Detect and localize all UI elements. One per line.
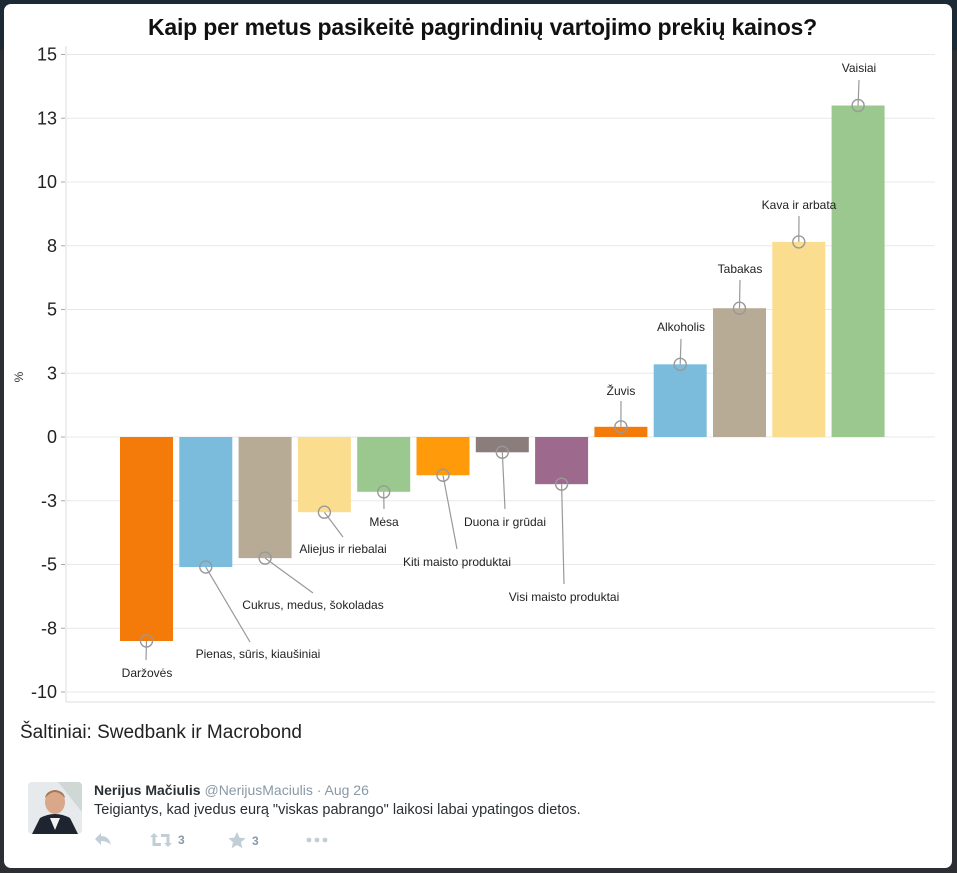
bar-label: Mėsa bbox=[369, 515, 399, 529]
favorite-button[interactable]: 3 bbox=[228, 832, 259, 849]
bar bbox=[772, 241, 826, 437]
bar bbox=[831, 105, 885, 437]
bar bbox=[535, 437, 589, 485]
annotation-marker bbox=[258, 551, 272, 565]
bar-label: Daržovės bbox=[122, 666, 173, 680]
retweet-button[interactable]: 3 bbox=[150, 832, 185, 848]
bar-label: Visi maisto produktai bbox=[509, 590, 620, 604]
annotation-marker bbox=[554, 477, 569, 491]
annotation-marker bbox=[614, 420, 628, 434]
annotation-marker bbox=[732, 301, 747, 315]
bar bbox=[179, 437, 233, 568]
annotation-marker bbox=[139, 634, 154, 648]
annotation-marker bbox=[792, 235, 806, 249]
bar bbox=[475, 437, 529, 453]
y-tick-label: 8 bbox=[47, 236, 57, 256]
y-tick-label: 3 bbox=[47, 363, 57, 383]
bar-label: Kiti maisto produktai bbox=[403, 555, 511, 569]
y-tick-label: 13 bbox=[37, 108, 57, 128]
bar-label: Duona ir grūdai bbox=[464, 515, 546, 529]
y-tick-label: 0 bbox=[47, 427, 57, 447]
chart-source: Šaltiniai: Swedbank ir Macrobond bbox=[20, 722, 302, 743]
favorite-star-icon bbox=[228, 832, 246, 849]
annotation-leader-line bbox=[442, 475, 458, 550]
bar-label: Cukrus, medus, šokoladas bbox=[242, 598, 383, 612]
bar-label: Aliejus ir riebalai bbox=[299, 542, 386, 556]
bar-label: Pienas, sūris, kiaušiniai bbox=[196, 647, 321, 661]
bar-label: Alkoholis bbox=[657, 320, 705, 334]
tweet-date[interactable]: Aug 26 bbox=[324, 782, 369, 798]
reply-button[interactable] bbox=[94, 832, 112, 846]
annotation-marker bbox=[495, 445, 509, 459]
reply-icon bbox=[95, 833, 111, 845]
y-tick-label: 5 bbox=[47, 300, 57, 320]
author-name[interactable]: Nerijus Mačiulis bbox=[94, 782, 201, 798]
y-tick-label: -3 bbox=[41, 491, 57, 511]
y-tick-label: 10 bbox=[37, 172, 57, 192]
annotation-leader-line bbox=[323, 511, 344, 538]
media-card: 15 13 10 8 5 3 0 -3 -5 -8 -10 Daržovės Pienas, sūri… bbox=[4, 4, 952, 868]
annotation-marker bbox=[377, 485, 391, 499]
tweet-text: Teigiantys, kad įvedus eurą "viskas pabr… bbox=[94, 802, 581, 818]
bar bbox=[297, 437, 351, 513]
bar bbox=[120, 437, 173, 641]
bar bbox=[653, 364, 707, 437]
y-axis-label: % bbox=[12, 371, 26, 382]
bar-label: Kava ir arbata bbox=[762, 198, 837, 212]
bar-label: Žuvis bbox=[607, 383, 636, 398]
bar bbox=[357, 437, 411, 492]
author-handle[interactable]: @NerijusMaciulis bbox=[204, 782, 313, 798]
tweet: Nerijus Mačiulis @NerijusMaciulis · Aug … bbox=[28, 780, 928, 860]
annotation-leader-line bbox=[561, 484, 565, 585]
annotation-marker bbox=[851, 98, 865, 113]
annotation-marker bbox=[673, 357, 687, 372]
bar bbox=[713, 308, 766, 437]
y-tick-label: 15 bbox=[37, 45, 57, 65]
annotation-leader-line bbox=[501, 452, 506, 510]
bars bbox=[120, 105, 885, 641]
bar bbox=[594, 426, 648, 437]
chart-title: Kaip per metus pasikeitė pagrindinių var… bbox=[147, 14, 818, 40]
annotation-marker bbox=[199, 560, 213, 574]
bar-chart: 15 13 10 8 5 3 0 -3 -5 -8 -10 Daržovės Pienas, sūri… bbox=[12, 45, 935, 703]
annotation-leader-line bbox=[205, 566, 251, 643]
y-tick-label: -8 bbox=[41, 618, 57, 638]
annotation-leader-line bbox=[857, 79, 860, 106]
bar bbox=[238, 437, 292, 559]
y-tick-label: -10 bbox=[31, 682, 57, 702]
avatar[interactable] bbox=[28, 782, 82, 834]
meta-separator: · bbox=[312, 782, 325, 798]
retweet-icon bbox=[150, 833, 172, 847]
avatar-photo bbox=[28, 782, 82, 834]
y-tick-label: -5 bbox=[41, 555, 57, 575]
bar-annotations: Daržovės Pienas, sūris, kiaušiniai Cukrus,… bbox=[122, 61, 877, 680]
annotation-marker bbox=[436, 468, 450, 482]
favorite-count: 3 bbox=[252, 833, 259, 848]
retweet-count: 3 bbox=[178, 833, 185, 847]
annotation-leader-line bbox=[145, 640, 148, 661]
more-dots-icon bbox=[306, 837, 328, 843]
annotation-leader-line bbox=[264, 557, 314, 594]
tweet-header: Nerijus Mačiulis @NerijusMaciulis · Aug … bbox=[94, 782, 369, 798]
annotation-marker bbox=[317, 505, 332, 519]
annotation-leader-line bbox=[738, 279, 741, 309]
bar-label: Tabakas bbox=[718, 262, 763, 276]
more-button[interactable] bbox=[306, 837, 328, 843]
y-axis-ticks: 15 13 10 8 5 3 0 -3 -5 -8 -10 bbox=[31, 45, 65, 702]
bar-label: Vaisiai bbox=[842, 61, 876, 75]
annotation-leader-line bbox=[679, 338, 682, 365]
